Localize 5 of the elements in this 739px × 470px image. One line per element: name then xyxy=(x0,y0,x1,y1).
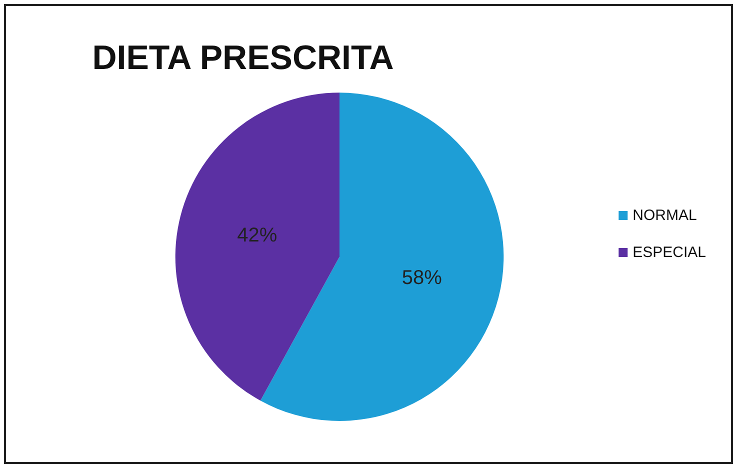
chart-title: DIETA PRESCRITA xyxy=(92,39,394,77)
legend-label: ESPECIAL xyxy=(632,244,706,261)
legend-label: NORMAL xyxy=(632,207,697,224)
data-label: 58% xyxy=(402,266,442,289)
data-label: 42% xyxy=(237,224,278,247)
